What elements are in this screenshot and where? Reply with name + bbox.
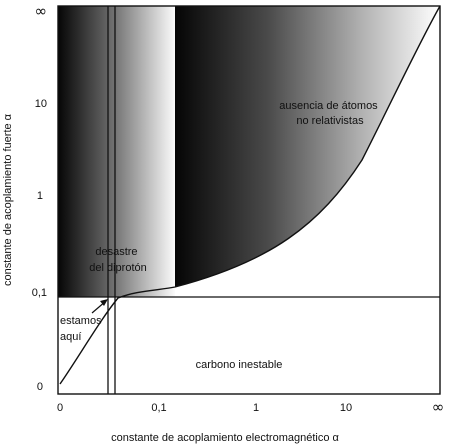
y-tick-1: 1	[37, 190, 43, 202]
y-tick-0-1: 0,1	[32, 287, 47, 299]
here-label: estamos aquí	[60, 315, 105, 343]
here-arrow-head	[100, 299, 108, 306]
y-tick-10: 10	[35, 98, 47, 110]
x-tick-1: 1	[253, 402, 259, 414]
atom-boundary-curve	[59, 5, 441, 385]
carbon-unstable-label: carbono inestable	[196, 359, 283, 371]
plot-frame	[57, 5, 441, 395]
x-axis-title: constante de acoplamiento electromagnéti…	[111, 432, 339, 444]
x-tick-infinity: ∞	[432, 398, 445, 416]
x-tick-0-1: 0,1	[151, 402, 166, 414]
y-tick-infinity: ∞	[35, 2, 48, 20]
diproton-shaded-region	[58, 6, 175, 297]
y-axis-title: constante de acoplamiento fuerte α	[2, 113, 14, 286]
y-tick-0: 0	[37, 381, 43, 393]
x-tick-0: 0	[57, 402, 63, 414]
no-atoms-label: ausencia de átomos no relativistas	[279, 100, 381, 127]
x-tick-10: 10	[340, 402, 352, 414]
diproton-label: desastre del diprotón	[89, 246, 147, 274]
no-atoms-shaded-region	[175, 6, 440, 287]
